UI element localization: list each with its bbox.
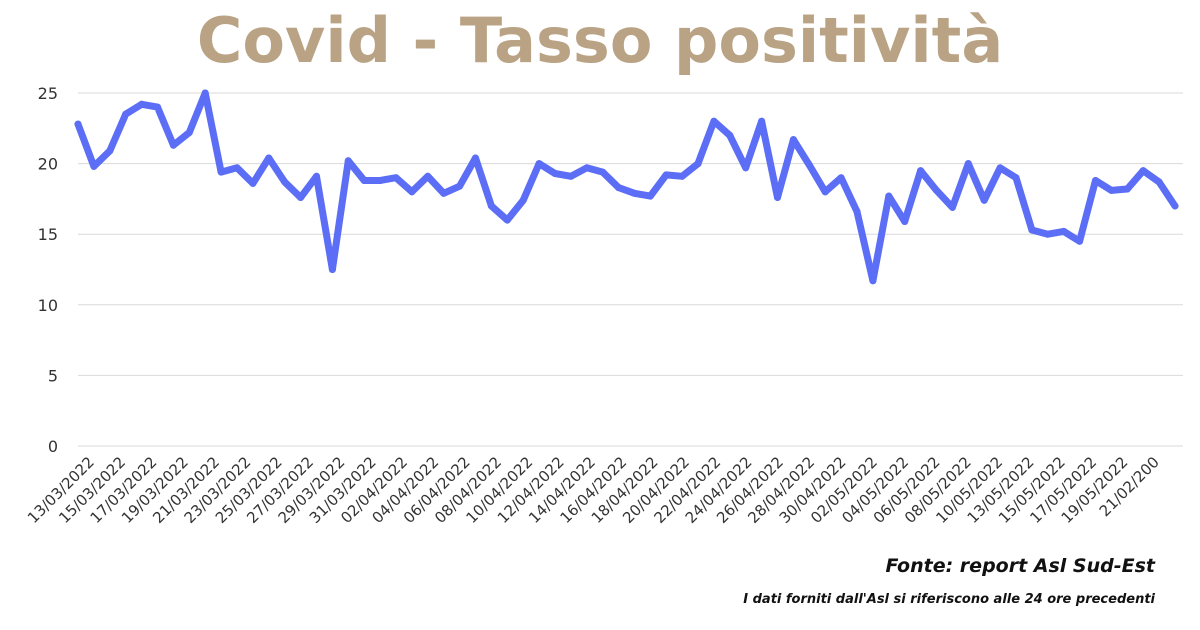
data-point [948,203,956,211]
data-point [90,162,98,170]
data-point [853,208,861,216]
data-point [503,216,511,224]
y-tick-label: 25 [38,84,58,103]
data-point [360,177,368,185]
data-point [74,120,82,128]
data-point [1028,226,1036,234]
data-point [567,172,575,180]
data-point [122,110,130,118]
data-point [774,193,782,201]
data-point [376,177,384,185]
data-point [424,172,432,180]
data-disclaimer: I dati forniti dall'Asl si riferiscono a… [743,592,1155,607]
data-point [646,192,654,200]
data-point [138,100,146,108]
data-point [328,266,336,273]
data-point [933,186,941,194]
chart-title: Covid - Tasso positività [196,4,1004,77]
data-point [249,179,257,187]
data-point [869,277,877,285]
data-point [630,189,638,197]
y-tick-label: 10 [38,296,58,315]
data-point [1076,237,1084,245]
data-point [201,89,209,97]
source-note: Fonte: report Asl Sud-Est [885,555,1155,577]
data-point [726,131,734,139]
series-line [74,89,1179,285]
data-point [710,117,718,125]
data-point [1092,177,1100,185]
y-tick-label: 20 [38,155,58,174]
data-point [1012,174,1020,182]
data-point [1060,227,1068,235]
data-point [917,167,925,175]
y-tick-label: 5 [48,366,58,385]
data-point [1107,186,1115,194]
data-point [583,164,591,172]
data-point [996,164,1004,172]
data-point [344,157,352,165]
data-point [821,188,829,196]
data-point [312,172,320,180]
data-point [153,103,161,111]
data-point [662,171,670,179]
data-point [106,147,114,155]
data-point [233,164,241,172]
data-point [758,117,766,125]
data-point [535,160,543,168]
data-point [408,188,416,196]
data-point [964,160,972,168]
y-tick-label: 0 [48,437,58,456]
data-point [551,169,559,177]
data-point [519,196,527,204]
data-point [789,136,797,144]
data-point [217,168,225,176]
data-point [805,161,813,169]
data-point [980,196,988,204]
data-point [487,202,495,210]
data-point [742,164,750,172]
data-point [281,178,289,186]
data-point [1155,178,1163,186]
data-point [615,184,623,192]
data-point [678,172,686,180]
data-point [185,129,193,137]
data-point [599,168,607,176]
data-point [885,192,893,200]
data-point [456,182,464,190]
data-point [440,189,448,197]
data-point [1171,202,1179,210]
data-point [1044,230,1052,238]
data-point [265,154,273,162]
data-point [837,174,845,182]
data-point [1139,167,1147,175]
data-point [297,193,305,201]
data-point [901,217,909,225]
data-point [392,174,400,182]
data-point [694,160,702,168]
data-point [471,154,479,162]
data-point [169,141,177,149]
y-tick-label: 15 [38,225,58,244]
data-point [1123,185,1131,193]
